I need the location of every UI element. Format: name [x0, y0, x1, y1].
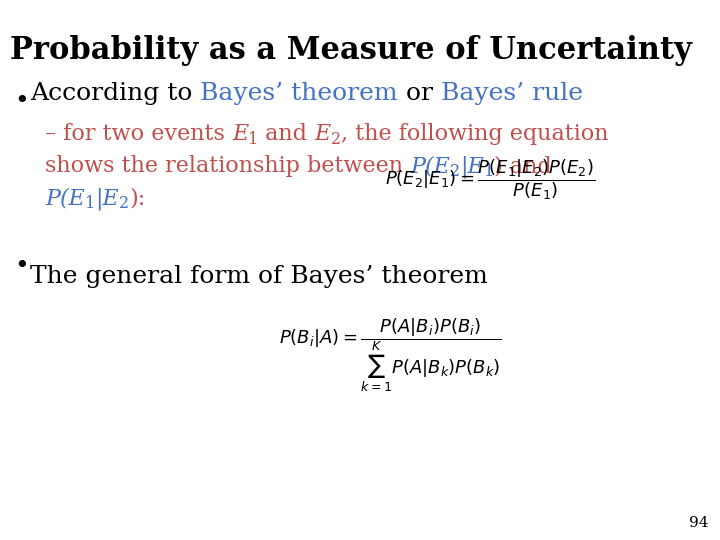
Text: or: or	[398, 82, 441, 105]
Text: and: and	[258, 123, 315, 145]
Text: •: •	[14, 90, 29, 113]
Text: |E: |E	[460, 155, 484, 178]
Text: |E: |E	[95, 187, 119, 210]
Text: , the following equation: , the following equation	[341, 123, 608, 145]
Text: P(E: P(E	[45, 187, 85, 209]
Text: 1: 1	[484, 163, 494, 180]
Text: 1: 1	[248, 131, 258, 148]
Text: 2: 2	[450, 163, 460, 180]
Text: E: E	[232, 123, 248, 145]
Text: Bayes’ rule: Bayes’ rule	[441, 82, 583, 105]
Text: ) and: ) and	[494, 155, 552, 177]
Text: – for two events: – for two events	[45, 123, 232, 145]
Text: 2: 2	[331, 131, 341, 148]
Text: E: E	[315, 123, 331, 145]
Text: shows the relationship between: shows the relationship between	[45, 155, 410, 177]
Text: The general form of Bayes’ theorem: The general form of Bayes’ theorem	[30, 265, 487, 288]
Text: $P(E_2|E_1) = \dfrac{P(E_1|E_2)P(E_2)}{P(E_1)}$: $P(E_2|E_1) = \dfrac{P(E_1|E_2)P(E_2)}{P…	[384, 158, 595, 202]
Text: Probability as a Measure of Uncertainty: Probability as a Measure of Uncertainty	[10, 35, 692, 66]
Text: •: •	[14, 255, 29, 278]
Text: ):: ):	[129, 187, 145, 209]
Text: P(E: P(E	[410, 155, 450, 177]
Text: 1: 1	[85, 195, 95, 212]
Text: $P(B_i|A) = \dfrac{P(A|B_i)P(B_i)}{\sum_{k=1}^{K} P(A|B_k)P(B_k)}$: $P(B_i|A) = \dfrac{P(A|B_i)P(B_i)}{\sum_…	[279, 316, 502, 394]
Text: According to: According to	[30, 82, 200, 105]
Text: 94: 94	[688, 516, 708, 530]
Text: 2: 2	[119, 195, 129, 212]
Text: Bayes’ theorem: Bayes’ theorem	[200, 82, 398, 105]
